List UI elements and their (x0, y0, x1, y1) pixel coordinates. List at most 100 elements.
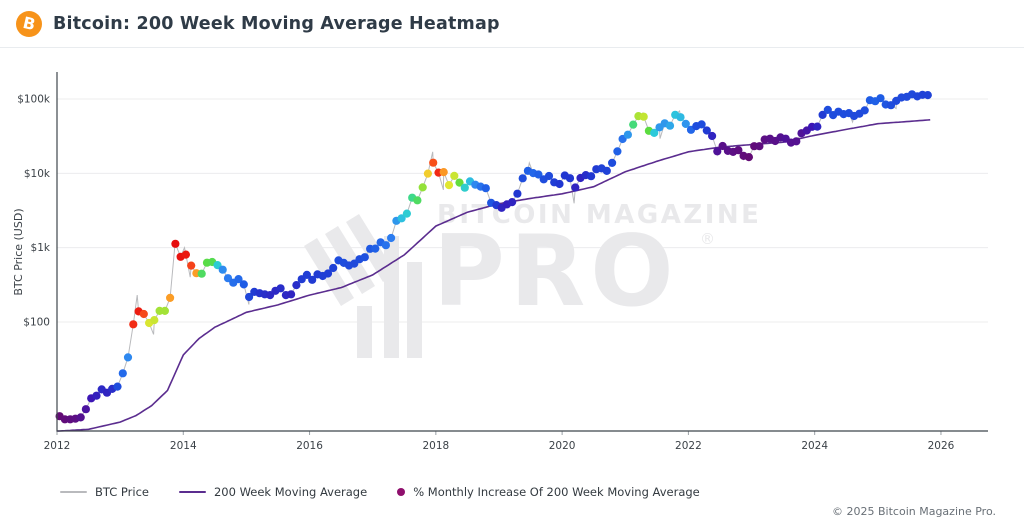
heatmap-dot (123, 353, 133, 362)
heatmap-dot (734, 146, 743, 155)
heatmap-dot (823, 105, 832, 114)
data-series (55, 90, 932, 432)
heatmap-dot (460, 183, 469, 192)
heatmap-dot (287, 290, 296, 299)
heatmap-dot (718, 141, 727, 151)
legend-item-pct-increase[interactable]: % Monthly Increase Of 200 Week Moving Av… (397, 485, 700, 499)
heatmap-dot (755, 142, 764, 151)
heatmap-dot (481, 184, 490, 193)
watermark: BITCOIN MAGAZINE PRO ® (304, 200, 759, 358)
heatmap-dot (534, 170, 543, 179)
heatmap-dot (418, 183, 427, 192)
heatmap-dot (150, 316, 159, 325)
x-tick-label: 2022 (675, 440, 702, 452)
legend-label: 200 Week Moving Average (213, 485, 368, 499)
legend-line-swatch (178, 490, 206, 494)
axes: $100k $10k $1k $100 2012 2014 2016 2018 2020 2022… (17, 72, 988, 452)
heatmap-dot (181, 250, 190, 259)
watermark-registered-icon: ® (700, 230, 715, 248)
heatmap-dot (571, 183, 580, 192)
legend-dot-swatch (397, 488, 406, 496)
x-tick-label: 2016 (296, 440, 323, 452)
heatmap-dot (329, 263, 338, 273)
heatmap-dot (92, 391, 101, 400)
heatmap-dot (818, 110, 827, 119)
heatmap-dot (302, 270, 311, 279)
page-title: Bitcoin: 200 Week Moving Average Heatmap (53, 13, 500, 34)
heatmap-dot (623, 130, 633, 139)
heatmap-dot (245, 292, 254, 302)
legend-label: BTC Price (95, 485, 149, 499)
heatmap-dot (218, 265, 227, 274)
legend-item-btc-price[interactable]: BTC Price (60, 485, 149, 499)
heatmap-dot (139, 309, 148, 319)
heatmap-dot (129, 320, 138, 329)
heatmap-dot (234, 275, 243, 284)
axis-lines (56, 72, 988, 432)
heatmap-dot (813, 122, 822, 131)
heatmap-dot (455, 178, 464, 187)
y-tick-label: $10k (24, 168, 51, 180)
bitcoin-logo-icon: B (16, 10, 42, 37)
heatmap-dot (513, 189, 522, 198)
heatmap-dot (166, 293, 175, 302)
heatmap-dot (555, 179, 564, 189)
y-axis-title: BTC Price (USD) (12, 208, 25, 295)
legend-item-200wma[interactable]: 200 Week Moving Average (178, 485, 368, 499)
x-tick-label: 2024 (801, 440, 828, 452)
legend: BTC Price 200 Week Moving Average % Mont… (60, 485, 700, 499)
y-tick-label: $100 (23, 316, 50, 328)
heatmap-dot (507, 198, 517, 207)
heatmap-dot (113, 382, 122, 391)
y-tick-label: $100k (17, 94, 51, 106)
legend-line-swatch (60, 490, 87, 494)
heatmap-dot (187, 261, 196, 270)
heatmap-dot (518, 174, 527, 183)
heatmap-dot (360, 253, 369, 262)
heatmap-dot (444, 181, 454, 190)
gridlines (57, 98, 988, 323)
watermark-pro-text: PRO (433, 215, 679, 329)
heatmap-dot (439, 168, 448, 177)
heatmap-dot (413, 196, 422, 205)
heatmap-dot (544, 171, 554, 181)
x-tick-label: 2020 (549, 440, 576, 452)
heatmap-dot (923, 91, 932, 100)
heatmap-dot (629, 120, 638, 129)
header: B Bitcoin: 200 Week Moving Average Heatm… (0, 0, 1024, 48)
heatmap-dot (160, 306, 169, 315)
copyright-text: © 2025 Bitcoin Magazine Pro. (832, 505, 996, 518)
heatmap-dot (423, 169, 432, 178)
heatmap-dot (613, 147, 622, 156)
heatmap-dot (792, 137, 801, 146)
heatmap-dot (292, 281, 301, 290)
heatmap-dot (76, 413, 85, 422)
heatmap-dot (650, 128, 659, 137)
heatmap-dot (565, 174, 575, 183)
heatmap-dot (371, 244, 380, 253)
heatmap-dot (697, 120, 706, 129)
heatmap-dot (639, 112, 648, 121)
heatmap-dot (118, 369, 127, 378)
heatmap-dot (708, 131, 717, 141)
heatmap-dot (308, 275, 317, 284)
heatmap-dot (239, 280, 248, 289)
x-tick-label: 2026 (928, 440, 955, 452)
heatmap-dot (665, 121, 675, 130)
heatmap-dot (860, 106, 869, 115)
heatmap-dot (402, 209, 411, 218)
heatmap-dot (387, 233, 396, 243)
y-tick-label: $1k (31, 242, 51, 254)
x-tick-label: 2014 (170, 440, 197, 452)
heatmap-dot (681, 119, 690, 128)
heatmap-dot (381, 241, 390, 250)
heatmap-dot (587, 172, 596, 181)
heatmap-dot (602, 166, 611, 175)
x-tick-label: 2012 (44, 440, 71, 452)
legend-label: % Monthly Increase Of 200 Week Moving Av… (413, 485, 700, 499)
heatmap-dot (429, 158, 438, 167)
heatmap-dot (197, 269, 206, 278)
heatmap-dot (171, 239, 180, 248)
heatmap-dot (744, 153, 754, 162)
